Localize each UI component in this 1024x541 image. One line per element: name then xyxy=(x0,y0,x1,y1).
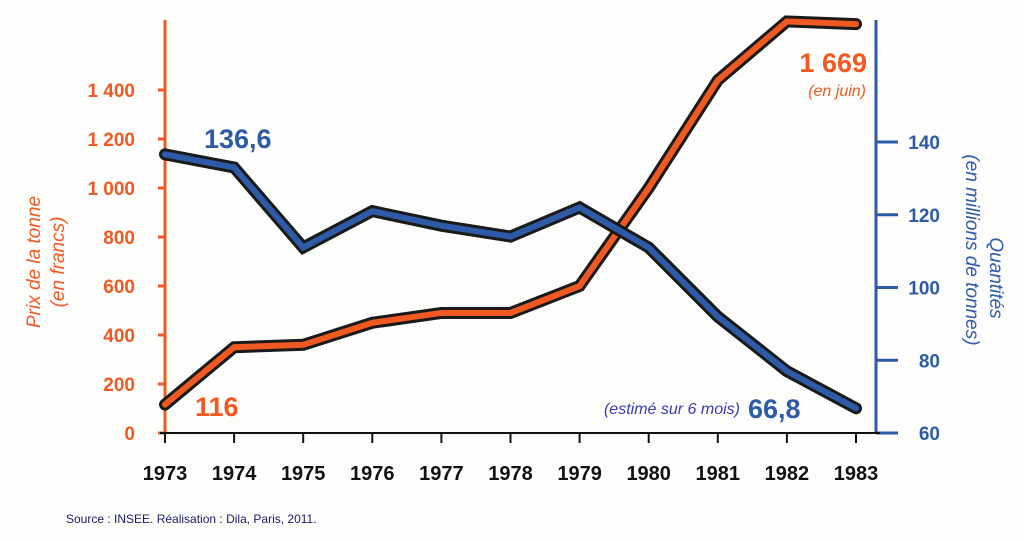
y-right-tick-label: 120 xyxy=(908,206,940,227)
x-tick-label: 1974 xyxy=(212,463,257,485)
y-left-tick-label: 1 000 xyxy=(87,179,135,200)
annotation-qty-end: 66,8 xyxy=(748,394,801,424)
x-tick-label: 1978 xyxy=(488,463,533,485)
x-tick-label: 1973 xyxy=(143,463,188,485)
x-tick-label: 1975 xyxy=(281,463,326,485)
y-right-tick-label: 140 xyxy=(908,133,940,154)
y-left-tick-label: 1 400 xyxy=(87,81,135,102)
x-tick-label: 1981 xyxy=(696,463,741,485)
annotation-qty-end-note: (estimé sur 6 mois) xyxy=(604,401,740,418)
annotation-price-start: 116 xyxy=(195,392,239,422)
y-left-tick-label: 1 200 xyxy=(87,130,135,151)
y-right-tick-label: 100 xyxy=(908,279,940,300)
y-left-tick-label: 600 xyxy=(103,277,135,298)
x-tick-label: 1982 xyxy=(765,463,810,485)
x-tick-label: 1976 xyxy=(350,463,395,485)
x-tick-label: 1979 xyxy=(557,463,602,485)
quantity-line-outline xyxy=(159,148,862,415)
source-note: Source : INSEE. Réalisation : Dila, Pari… xyxy=(66,512,317,526)
y-left-tick-label: 800 xyxy=(103,228,135,249)
x-tick-label: 1980 xyxy=(626,463,671,485)
y-right-label: Quantités xyxy=(985,237,1006,319)
annotation-price-end: 1 669 xyxy=(799,48,867,78)
y-left-tick-label: 400 xyxy=(103,326,135,347)
y-right-sublabel: (en millions de tonnes) xyxy=(961,154,982,345)
y-left-sublabel: (en francs) xyxy=(48,217,69,308)
y-left-tick-label: 200 xyxy=(103,375,135,396)
y-left-tick-label: 0 xyxy=(124,424,135,445)
quantity-line xyxy=(162,151,859,412)
y-right-tick-label: 60 xyxy=(919,424,940,445)
x-tick-label: 1983 xyxy=(834,463,879,485)
x-tick-label: 1977 xyxy=(419,463,464,485)
y-right-tick-label: 80 xyxy=(919,351,940,372)
annotation-qty-start: 136,6 xyxy=(204,124,272,154)
annotation-price-end-note: (en juin) xyxy=(808,83,866,100)
y-left-label: Prix de la tonne xyxy=(24,196,45,328)
